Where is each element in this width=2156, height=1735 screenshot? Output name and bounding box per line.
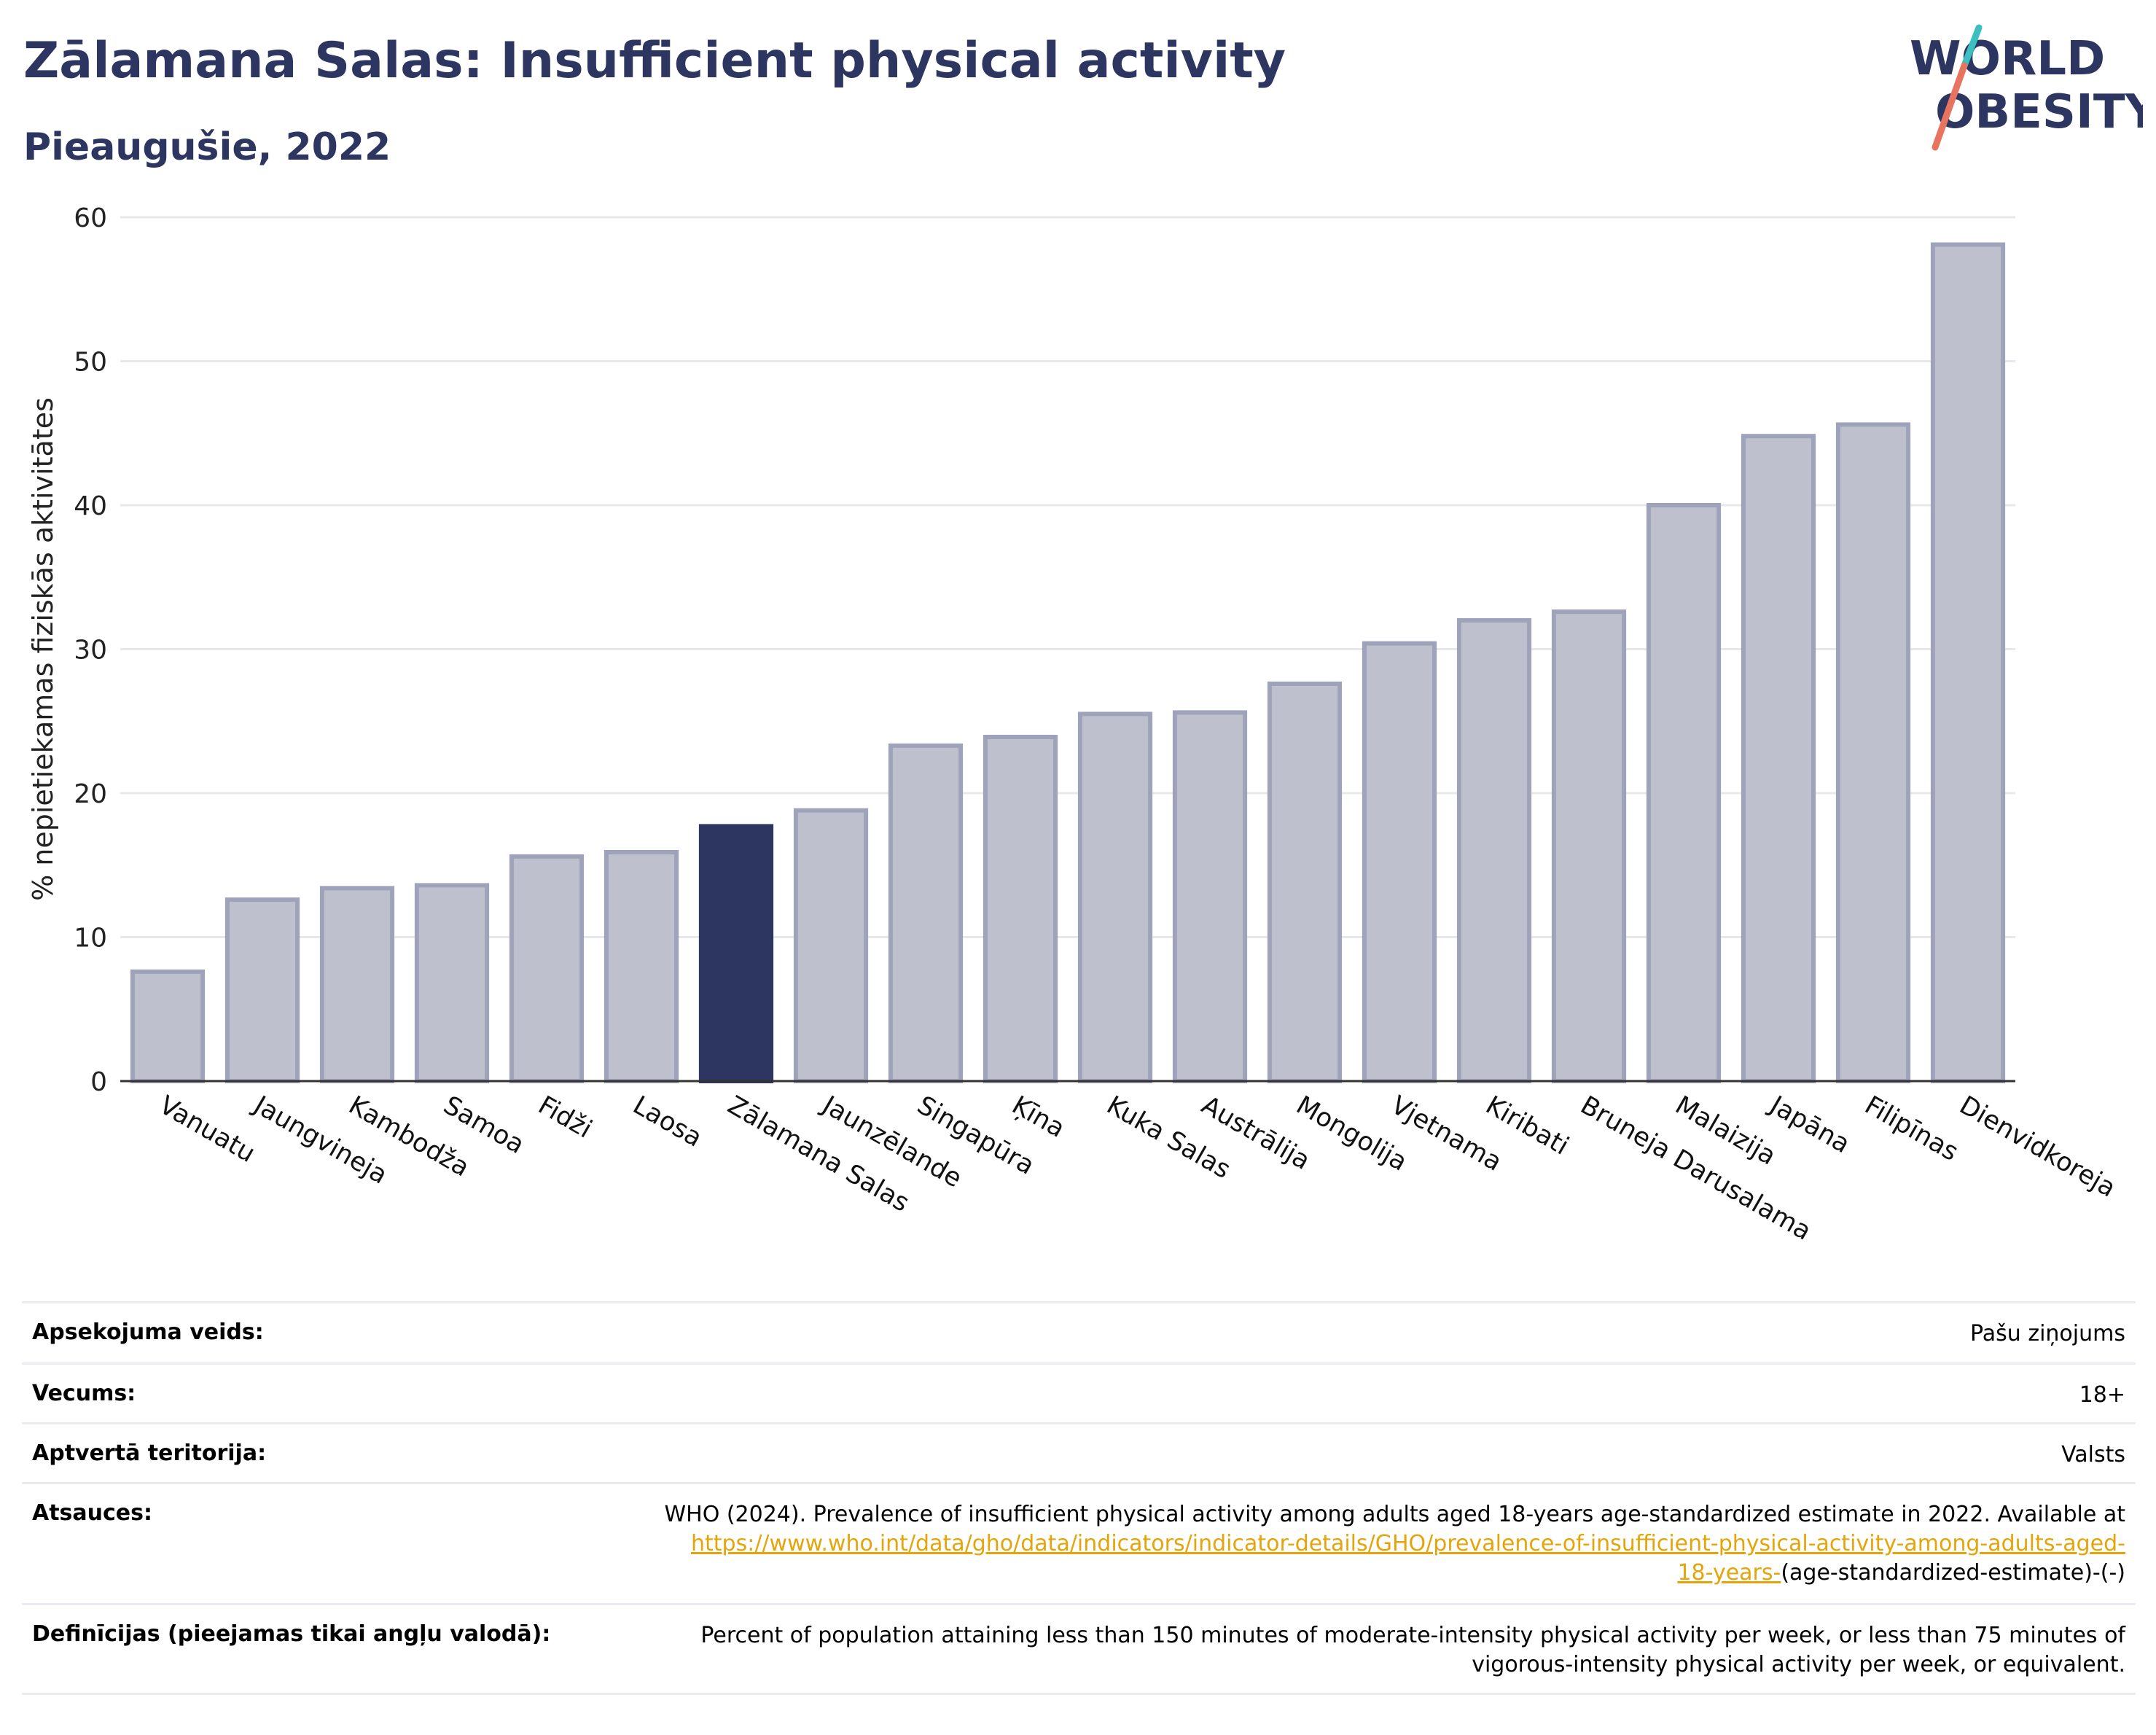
logo-slash-coral (1932, 62, 1968, 151)
chart-gridlines (120, 216, 2015, 938)
logo-word-obesity: OBESITY (1935, 85, 2143, 139)
bar-mongolija (1267, 681, 1343, 1083)
y-tick-label: 0 (90, 1067, 107, 1097)
bar-filipīnas (1835, 422, 1911, 1083)
world-obesity-logo: WORLD OBESITY (1910, 24, 2143, 151)
bar-kuka-salas (1077, 711, 1153, 1083)
logo-slash-teal (1961, 24, 1983, 69)
y-axis-ticks: 0 10 20 30 40 50 60 (74, 203, 107, 1097)
bar-laosa (604, 849, 679, 1083)
info-value: 18+ (2079, 1382, 2125, 1408)
y-axis-label: % nepietiekamas fiziskās aktivitātes (27, 397, 59, 901)
bar-singapūra (888, 743, 964, 1083)
bar-ķīna (983, 734, 1058, 1083)
bar-dienvidkoreja (1930, 242, 2006, 1083)
y-tick-label: 40 (74, 491, 107, 521)
info-label: Definīcijas (pieejamas tikai angļu valod… (32, 1621, 551, 1647)
info-row-coverage: Aptvertā teritorija: Valsts (22, 1422, 2136, 1482)
bar-vanuatu (130, 969, 206, 1084)
info-value: Pašu ziņojums (1970, 1321, 2125, 1346)
logo-word-world: WORLD (1910, 32, 2105, 86)
reference-link-cont[interactable]: 18-years- (1677, 1560, 1781, 1586)
bar-chart: 0 10 20 30 40 50 60 VanuatuJaungvinejaKambodža… (27, 203, 2121, 1247)
bar-vjetnama (1362, 641, 1437, 1083)
references-suffix: (age-standardized-estimate)-(-) (1781, 1560, 2125, 1586)
info-table: Apsekojuma veids: Pašu ziņojums Vecums: … (22, 1301, 2136, 1695)
bar-malaizija (1646, 503, 1722, 1083)
x-tick-label: Fidži (534, 1091, 597, 1144)
bar-kambodža (319, 886, 395, 1083)
y-tick-label: 50 (74, 348, 107, 378)
y-tick-label: 10 (74, 924, 107, 954)
x-tick-label: Dienvidkoreja (1955, 1091, 2121, 1204)
info-value: Valsts (2061, 1442, 2125, 1467)
info-label: Aptvertā teritorija: (32, 1440, 267, 1466)
bar-bruneja-darusalama (1551, 609, 1627, 1083)
bar-samoa (414, 883, 490, 1084)
x-tick-label: Laosa (628, 1091, 707, 1153)
bar-fidži (509, 854, 585, 1084)
reference-link[interactable]: https://www.who.int/data/gho/data/indica… (691, 1531, 2125, 1556)
info-row-age: Vecums: 18+ (22, 1362, 2136, 1422)
x-tick-label: Vanuatu (155, 1091, 260, 1169)
bar-kiribati (1456, 618, 1532, 1083)
y-tick-label: 20 (74, 779, 107, 809)
bar-jaunzēlande (793, 808, 869, 1083)
bar-japāna (1741, 434, 1816, 1083)
page-title: Zālamana Salas: Insufficient physical ac… (23, 32, 1286, 90)
info-row-references: Atsauces: WHO (2024). Prevalence of insu… (22, 1482, 2136, 1603)
definitions-line1: Percent of population attaining less tha… (700, 1623, 2125, 1648)
info-label: Vecums: (32, 1381, 136, 1406)
info-label: Atsauces: (32, 1500, 152, 1526)
x-tick-label: Ķīna (1007, 1091, 1070, 1144)
y-tick-label: 30 (74, 636, 107, 666)
definitions-value: Percent of population attaining less tha… (700, 1621, 2125, 1680)
page-subtitle: Pieaugušie, 2022 (23, 125, 391, 169)
bar-zālamana-salas (698, 824, 774, 1084)
references-text: WHO (2024). Prevalence of insufficient p… (664, 1502, 2125, 1527)
references-value: WHO (2024). Prevalence of insufficient p… (664, 1500, 2125, 1588)
info-label: Apsekojuma veids: (32, 1319, 264, 1345)
chart-bars (130, 242, 2006, 1084)
definitions-line2: vigorous-intensity physical activity per… (1472, 1652, 2125, 1677)
info-row-definitions: Definīcijas (pieejamas tikai angļu valod… (22, 1603, 2136, 1695)
bar-jaungvineja (224, 897, 300, 1084)
bar-austrālija (1172, 710, 1248, 1084)
y-tick-label: 60 (74, 203, 107, 233)
x-tick-label: Filipīnas (1860, 1091, 1964, 1167)
info-row-survey: Apsekojuma veids: Pašu ziņojums (22, 1301, 2136, 1362)
